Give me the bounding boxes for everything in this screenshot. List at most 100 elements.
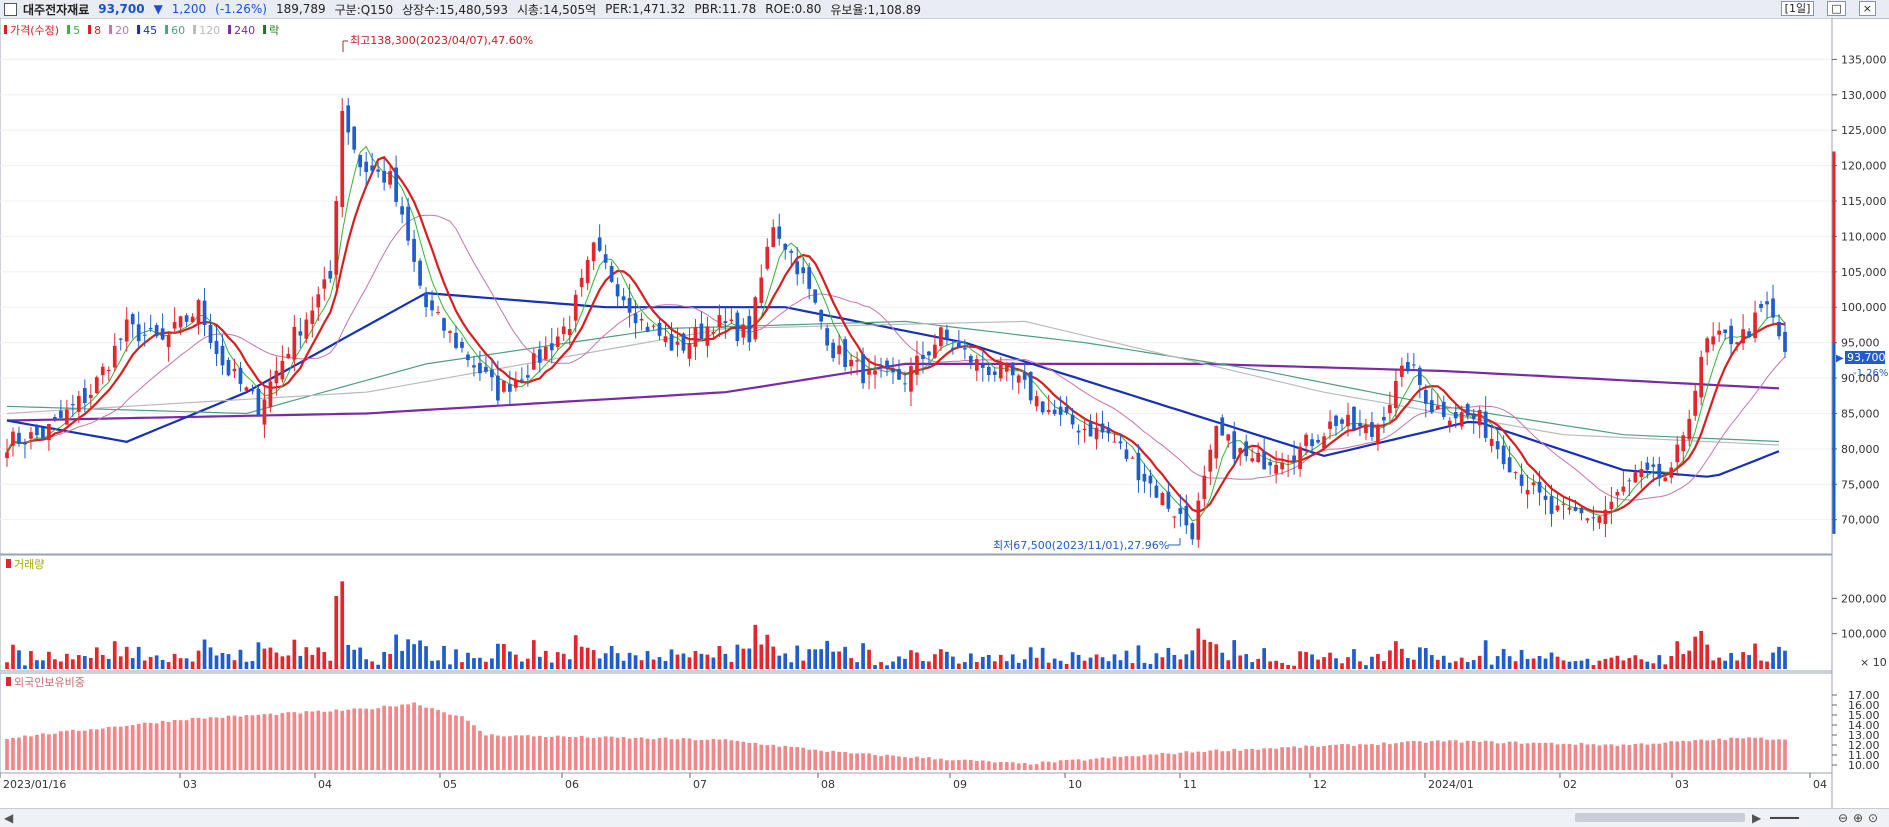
- foreign-ratio-bar: [232, 715, 237, 770]
- volume-bar: [1376, 654, 1380, 669]
- price-tick-label: 85,000: [1841, 407, 1880, 420]
- stock-name: 대주전자재료: [23, 2, 90, 17]
- candle-body: [112, 345, 117, 368]
- volume-bar: [735, 644, 740, 669]
- foreign-ratio-bar: [496, 735, 500, 770]
- price-tick-label: 135,000: [1841, 53, 1887, 66]
- foreign-ratio-bar: [1142, 754, 1147, 770]
- stock-chart[interactable]: 135,000 130,000 125,000 120,000 115,000 110,0…: [0, 18, 1889, 808]
- candle-body: [1136, 452, 1141, 481]
- candle-body: [717, 314, 722, 328]
- volume-bar: [1250, 662, 1255, 669]
- scroll-thumb[interactable]: [1575, 813, 1745, 822]
- candle-body: [675, 341, 680, 345]
- foreign-ratio-bar: [370, 709, 375, 770]
- foreign-ratio-bar: [1130, 756, 1135, 770]
- scroll-left-icon[interactable]: ◀: [4, 811, 14, 825]
- candle-body: [1591, 517, 1596, 519]
- zoom-reset-icon[interactable]: ⊙: [1868, 811, 1879, 825]
- candle-body: [1118, 441, 1123, 444]
- close-icon[interactable]: ×: [1858, 1, 1876, 16]
- zoom-in-icon[interactable]: ⊕: [1853, 811, 1864, 825]
- foreign-ratio-bar: [1100, 757, 1105, 770]
- foreign-ratio-bar: [1178, 752, 1183, 770]
- candle-body: [951, 347, 955, 349]
- candle-body: [992, 371, 997, 375]
- volume-bar: [687, 657, 692, 669]
- volume-bar: [100, 654, 105, 669]
- volume-bar: [1184, 654, 1189, 669]
- legend-label: 120: [199, 24, 220, 37]
- volume-bar: [1429, 655, 1434, 669]
- candle-body: [400, 206, 404, 215]
- volume-bar: [1681, 654, 1686, 669]
- volume-bar: [1106, 661, 1111, 669]
- volume-bar: [795, 645, 800, 669]
- zoom-slider[interactable]: ━━━━: [1770, 811, 1799, 825]
- candle-body: [1082, 428, 1087, 430]
- volume-bar: [915, 652, 919, 669]
- candle-body: [364, 161, 369, 173]
- candle-body: [1771, 298, 1775, 318]
- foreign-ratio-bar: [1106, 758, 1111, 770]
- legend-marker: [228, 25, 232, 34]
- foreign-ratio-bar: [154, 723, 159, 770]
- foreign-ratio-bar: [304, 711, 309, 770]
- candle-body: [1465, 404, 1470, 416]
- volume-bar: [1531, 658, 1536, 669]
- foreign-ratio-bar: [945, 760, 949, 770]
- horizontal-scrollbar[interactable]: ◀ ▶ ━━━━ ⊖ ⊕ ⊙: [0, 808, 1889, 827]
- select-checkbox[interactable]: [4, 2, 17, 16]
- foreign-ratio-bar: [1214, 749, 1219, 770]
- volume-bar: [1477, 655, 1482, 669]
- maximize-icon[interactable]: □: [1827, 1, 1846, 16]
- volume-bar: [998, 654, 1003, 669]
- volume-bar: [358, 647, 363, 669]
- foreign-ratio-bar: [699, 739, 704, 770]
- volume-bar: [316, 647, 321, 669]
- foreign-ratio-bar: [364, 708, 369, 770]
- foreign-ratio-bar: [430, 708, 434, 770]
- zoom-out-icon[interactable]: ⊖: [1838, 811, 1849, 825]
- legend-marker: [67, 25, 71, 34]
- foreign-ratio-bar: [1699, 739, 1704, 770]
- volume-bar: [1004, 661, 1009, 669]
- volume-bar: [35, 660, 39, 669]
- candle-body: [304, 319, 309, 339]
- candle-body: [777, 226, 782, 239]
- candle-body: [915, 355, 919, 375]
- volume-bar: [1040, 647, 1045, 669]
- date-tick-label: 04: [318, 778, 332, 791]
- volume-bar: [298, 655, 303, 669]
- foreign-ratio-bar: [729, 740, 734, 770]
- candle-body: [1370, 422, 1374, 437]
- volume-bar: [675, 654, 680, 669]
- volume-bar: [543, 650, 548, 669]
- volume-bar: [226, 654, 231, 669]
- volume-bar: [603, 653, 608, 669]
- foreign-ratio-bar: [837, 751, 841, 770]
- foreign-ratio-bar: [70, 729, 75, 770]
- foreign-ratio-bar: [1220, 751, 1225, 770]
- candle-body: [280, 360, 285, 380]
- foreign-ratio-bar: [693, 740, 698, 770]
- candle-body: [1364, 426, 1368, 434]
- volume-bar: [1561, 660, 1566, 669]
- candle-body: [1298, 446, 1302, 469]
- legend-marker: [137, 25, 141, 34]
- candle-body: [1627, 480, 1632, 482]
- candle-body: [1501, 445, 1506, 465]
- volume-bar: [1220, 652, 1225, 669]
- foreign-ratio-bar: [1759, 737, 1763, 770]
- period-button[interactable]: [1일]: [1780, 1, 1815, 16]
- volume-bar: [1483, 640, 1488, 669]
- volume-bar: [190, 661, 195, 669]
- scroll-right-icon[interactable]: ▶: [1752, 811, 1762, 825]
- current-price: 93,700: [98, 2, 145, 16]
- foreign-ratio-bar: [663, 737, 668, 770]
- foreign-ratio-bar: [472, 725, 476, 770]
- volume-bar: [885, 665, 889, 669]
- candle-body: [1693, 390, 1698, 416]
- volume-bar: [1016, 662, 1021, 669]
- volume-bar: [1328, 652, 1332, 669]
